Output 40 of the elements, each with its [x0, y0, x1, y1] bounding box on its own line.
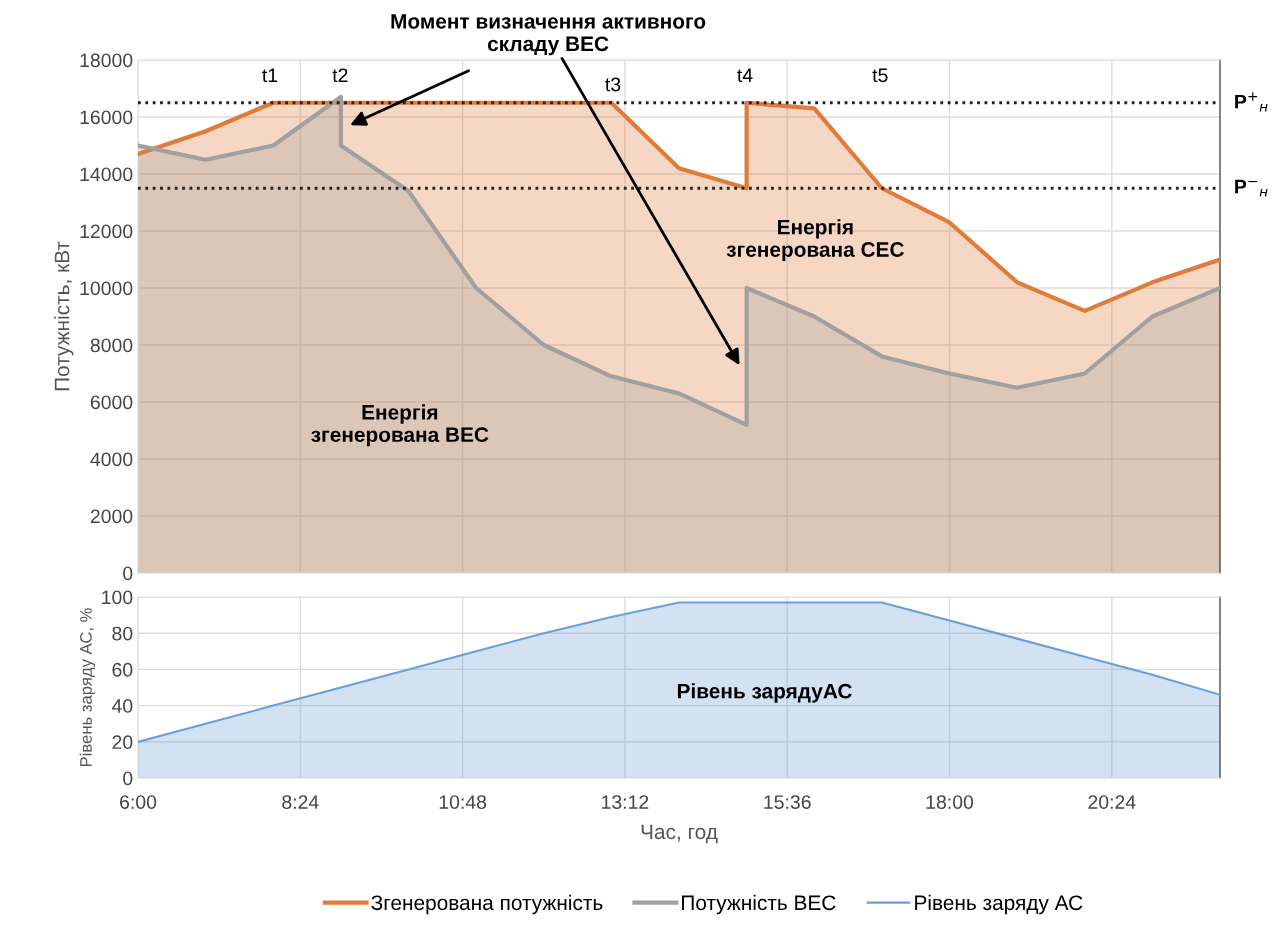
legend-label: Рівень заряду АС	[915, 894, 1083, 915]
annotation: t5	[872, 68, 888, 83]
y-tick-label: 40	[111, 699, 133, 713]
annotation: Енергія згенерована ВЕС	[311, 404, 489, 447]
text: Момент визначення активного складу ВЕС	[391, 14, 706, 56]
y-tick-label: 20	[112, 735, 133, 750]
y-axis-title: Рівень заряду АС, %	[79, 608, 96, 767]
y-tick-label: 4000	[90, 452, 133, 467]
annotation: t1	[262, 68, 278, 83]
ref-line-label: P$^{−}$$_{н}$	[1235, 179, 1268, 197]
y-axis-title: Потужність, кВт	[54, 241, 74, 391]
x-tick-label: 13:12	[602, 795, 649, 809]
y-tick-label: 16000	[80, 110, 133, 125]
y-tick-label: 60	[112, 662, 133, 677]
y-tick-label: 0	[123, 566, 133, 581]
x-axis-title: Час, год	[641, 824, 718, 844]
annotation: t3	[605, 77, 621, 92]
legend-label: Згенерована потужність	[371, 894, 603, 915]
x-tick-label: 10:48	[439, 795, 487, 809]
annotation: t4	[737, 68, 753, 83]
x-tick-label: 6:00	[120, 795, 157, 809]
annotation: Енергія згенерована СЕС	[726, 219, 904, 261]
x-tick-label: 15:36	[764, 795, 811, 809]
y-tick-label: 12000	[80, 224, 133, 239]
x-tick-label: 8:24	[282, 795, 319, 809]
y-tick-label: 14000	[80, 167, 133, 182]
x-tick-label: 18:00	[926, 795, 974, 809]
legend-label: Потужність ВЕС	[682, 894, 836, 915]
y-tick-label: 80	[112, 626, 133, 641]
annotation: Рівень зарядуАС	[677, 683, 852, 703]
y-tick-label: 8000	[90, 338, 133, 353]
x-tick-label: 20:24	[1088, 795, 1136, 809]
y-tick-label: 6000	[90, 395, 133, 410]
annotation: t2	[332, 68, 348, 83]
y-tick-label: 18000	[80, 53, 133, 68]
ref-line-label: P$^{+}$$_{н}$	[1235, 92, 1268, 112]
y-tick-label: 100	[102, 590, 133, 605]
y-tick-label: 10000	[80, 281, 133, 296]
y-tick-label: 2000	[90, 509, 133, 524]
y-tick-label: 0	[123, 771, 133, 786]
